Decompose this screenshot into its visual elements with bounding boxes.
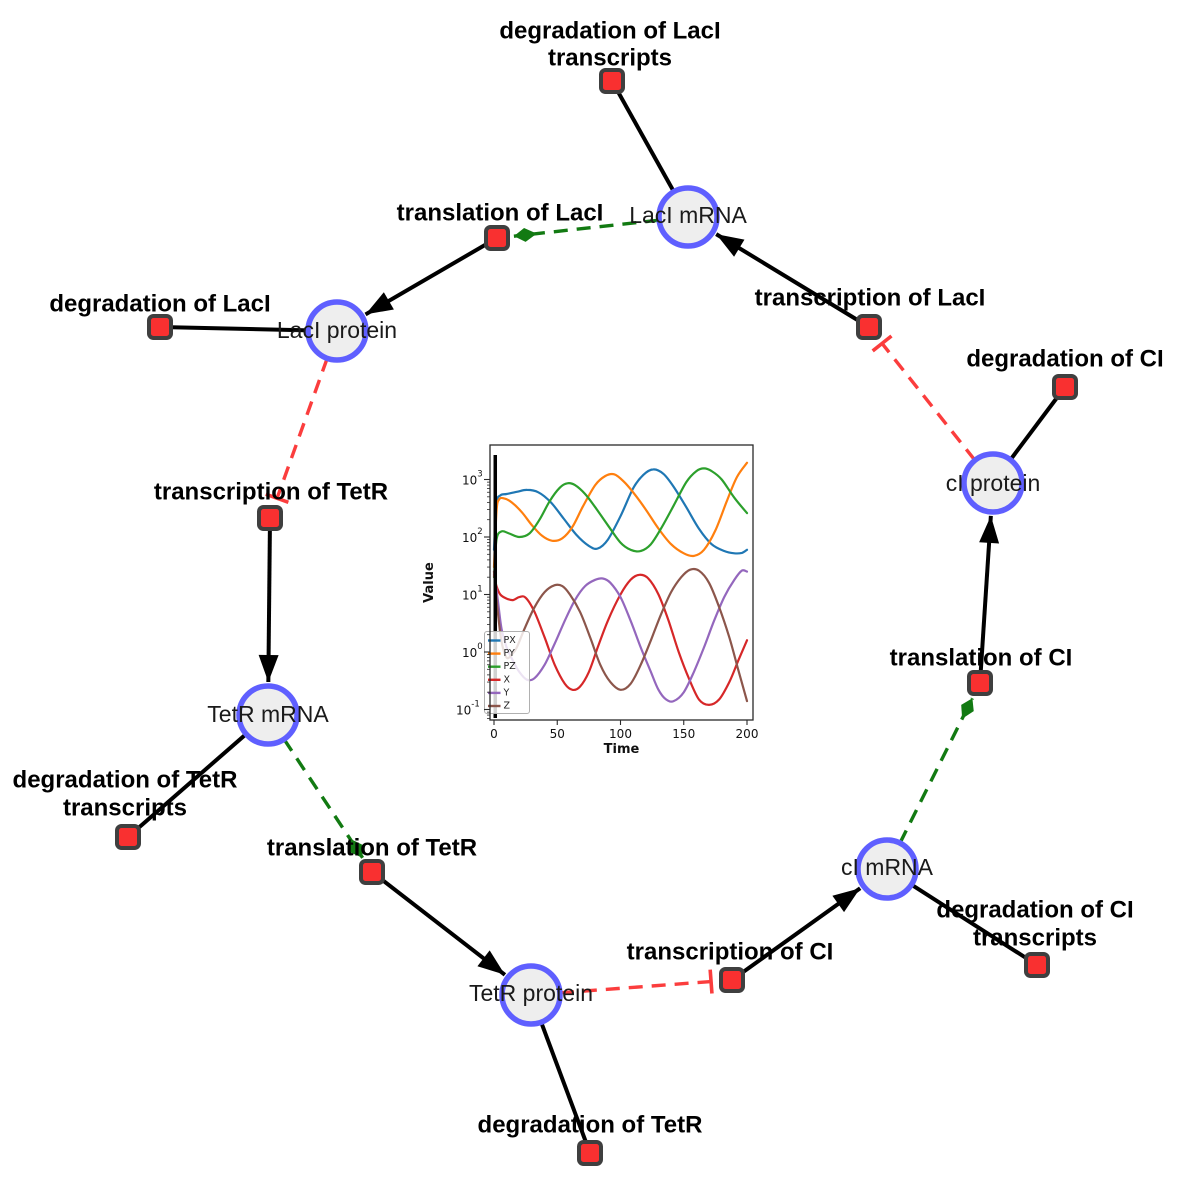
species-label-lacI-mRNA: LacI mRNA (629, 202, 747, 228)
species-label-tetR-mRNA: TetR mRNA (207, 701, 329, 727)
reaction-node-degradation-of-lacI[interactable] (147, 314, 173, 340)
legend-label-PX: PX (504, 635, 517, 646)
y-axis-label: Value (422, 562, 437, 603)
reaction-node-translation-of-tetR[interactable] (359, 859, 385, 885)
reaction-label-degradation-of-cI-line1: degradation of CI (966, 346, 1163, 373)
reaction-label-degradation-of-lacI-transcripts-line2: transcripts (548, 45, 672, 72)
reaction-label-degradation-of-cI-transcripts-line2: transcripts (973, 925, 1097, 952)
reaction-node-translation-of-cI[interactable] (967, 670, 993, 696)
species-node-tetR-protein[interactable] (499, 963, 563, 1027)
edge-transcription-of-tetR-to-tetR-mRNA-arrow (258, 517, 279, 683)
x-tick-100: 100 (609, 727, 632, 741)
edge-transcription-of-lacI-to-lacI-mRNA-arrow (715, 232, 871, 329)
reaction-label-transcription-of-tetR-line1: transcription of TetR (154, 479, 388, 506)
plot-ticks (484, 478, 748, 725)
reaction-label-translation-of-lacI-line1: translation of LacI (397, 200, 604, 227)
species-node-tetR-mRNA[interactable] (236, 683, 300, 747)
y-tick-10e1: 101 (462, 585, 483, 603)
reaction-label-translation-of-cI-line1: translation of CI (890, 645, 1073, 672)
species-label-tetR-protein: TetR protein (469, 980, 593, 1006)
series-curve-PY (492, 461, 749, 569)
reaction-node-degradation-of-tetR-transcripts[interactable] (115, 824, 141, 850)
edge-cI-protein-to-transcription-of-lacI-inhibition (871, 334, 977, 462)
reaction-node-degradation-of-lacI-transcripts[interactable] (599, 68, 625, 94)
legend-label-PY: PY (504, 648, 516, 659)
species-label-cI-protein: cI protein (946, 470, 1041, 496)
species-node-cI-protein[interactable] (961, 451, 1025, 515)
legend-label-Z: Z (504, 701, 511, 712)
edge-tetR-mRNA-to-translation-of-tetR-catalysis (282, 738, 365, 859)
reaction-label-transcription-of-lacI-line1: transcription of LacI (755, 285, 986, 312)
species-label-lacI-protein: LacI protein (277, 317, 397, 343)
plot-legend: PX PY PZ XYZ (484, 631, 530, 714)
series-curve-PZ (492, 467, 749, 579)
edge-transcription-of-cI-to-cI-mRNA-arrow (730, 886, 862, 982)
x-tick-200: 200 (736, 727, 759, 741)
legend-label-X: X (504, 674, 511, 685)
reaction-label-degradation-of-cI-transcripts-line1: degradation of CI (936, 897, 1133, 924)
plot-frame (489, 444, 754, 721)
y-tick-10e2: 102 (462, 527, 483, 545)
reaction-node-degradation-of-tetR[interactable] (577, 1140, 603, 1166)
series-curve-X (492, 573, 749, 707)
reaction-node-transcription-of-lacI[interactable] (856, 314, 882, 340)
plot-tick-labels: 0 50 100 150 200 103 102 101 100 10-1 (456, 470, 758, 742)
series-curve-PX (492, 468, 749, 555)
legend-label-PZ: PZ (504, 661, 517, 672)
edge-lacI-protein-to-transcription-of-tetR-inhibition (265, 357, 329, 504)
reaction-node-transcription-of-cI[interactable] (719, 967, 745, 993)
y-tick-10e-1: 10-1 (456, 700, 480, 718)
x-axis-label: Time (604, 742, 640, 757)
species-label-cI-mRNA: cI mRNA (841, 854, 934, 880)
edge-lacI-mRNA-to-translation-of-lacI-catalysis (513, 218, 660, 242)
edge-tetR-protein-to-transcription-of-cI-inhibition (559, 969, 714, 995)
reaction-node-translation-of-lacI[interactable] (484, 225, 510, 251)
edge-translation-of-cI-to-cI-protein-arrow (978, 515, 1000, 684)
reaction-label-degradation-of-lacI-line1: degradation of LacI (49, 291, 270, 318)
nodes-layer (115, 68, 1078, 1166)
species-node-lacI-protein[interactable] (305, 299, 369, 363)
legend-label-Y: Y (503, 687, 510, 698)
y-tick-10e3: 103 (462, 470, 483, 488)
edge-translation-of-lacI-to-lacI-protein-arrow (364, 236, 499, 317)
species-node-cI-mRNA[interactable] (855, 837, 919, 901)
reaction-node-degradation-of-cI[interactable] (1052, 374, 1078, 400)
species-node-lacI-mRNA[interactable] (656, 185, 720, 249)
y-tick-10e0: 100 (462, 642, 483, 660)
reaction-label-degradation-of-tetR-transcripts-line2: transcripts (63, 795, 187, 822)
x-tick-50: 50 (550, 727, 565, 741)
edge-translation-of-tetR-to-tetR-protein-arrow (370, 870, 507, 977)
reaction-node-degradation-of-cI-transcripts[interactable] (1024, 952, 1050, 978)
reaction-node-transcription-of-tetR[interactable] (257, 505, 283, 531)
reaction-label-degradation-of-tetR-line1: degradation of TetR (478, 1112, 703, 1139)
x-tick-150: 150 (672, 727, 695, 741)
reaction-label-transcription-of-cI-line1: transcription of CI (627, 939, 834, 966)
reaction-label-degradation-of-tetR-transcripts-line1: degradation of TetR (13, 767, 238, 794)
reaction-label-degradation-of-lacI-transcripts-line1: degradation of LacI (499, 18, 720, 45)
reaction-label-translation-of-tetR-line1: translation of TetR (267, 835, 477, 862)
edge-cI-mRNA-to-translation-of-cI-catalysis (898, 697, 974, 844)
x-tick-0: 0 (490, 727, 498, 741)
labels-layer: LacI mRNA LacI protein TetR mRNA TetR prote… (13, 18, 1164, 1139)
simulation-chart: PX PY PZ XYZ 0 50 100 150 200 103 102 101 100 10-1 Tim… (422, 444, 758, 757)
